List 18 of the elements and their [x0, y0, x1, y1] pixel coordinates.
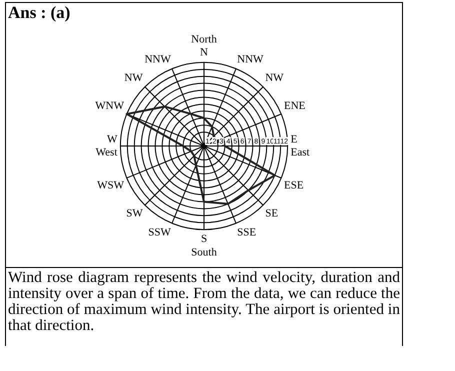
spoke-label: WSW	[97, 180, 125, 192]
chart-title: Ans : (a)	[7, 3, 72, 24]
spoke-label: S South	[191, 233, 218, 258]
spoke-label: SE	[265, 208, 278, 220]
spoke-label: WNW	[95, 100, 125, 112]
spoke-label: ENE	[284, 100, 306, 112]
spoke-label: NNW	[144, 53, 172, 66]
spoke-label: ESE	[284, 180, 304, 192]
spoke-label: SSE	[237, 226, 256, 238]
spoke-label: W West	[96, 133, 118, 158]
spoke-label: NW	[124, 72, 144, 84]
spoke-label: SW	[126, 208, 144, 220]
text: Wind rose diagram represents the wind velocity, duration and intensity over a span of time. From the data, we can reduce the direction of maximum wind intensity. The airport is oriented in that direction.	[6, 267, 402, 346]
spoke-label: North N	[191, 33, 218, 59]
spoke-label: E East	[290, 133, 310, 158]
spoke-label: SSW	[148, 226, 172, 238]
spoke-label: NW	[265, 72, 284, 84]
spoke-label: NNW	[237, 53, 264, 66]
